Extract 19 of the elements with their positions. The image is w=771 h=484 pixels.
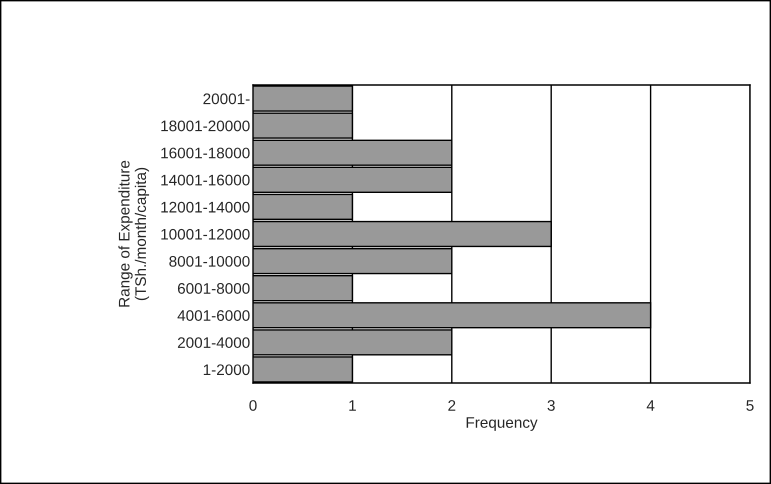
y-tick-label: 8001-10000 (169, 256, 250, 267)
x-tick-label: 3 (548, 400, 555, 411)
x-tick-label: 5 (746, 400, 754, 411)
y-tick-label: 10001-12000 (161, 228, 250, 240)
y-tick-label: 14001-16000 (161, 174, 250, 186)
x-tick-label: 2 (448, 400, 456, 411)
y-tick-label: 6001-8000 (178, 283, 250, 294)
x-tick-label: 0 (249, 400, 257, 411)
x-axis-title: Frequency (466, 417, 538, 431)
y-tick-label: 1-2000 (204, 364, 250, 376)
y-axis-title: Range of Expenditure (TSh./month/capita) (118, 160, 150, 307)
y-tick-label: 12001-14000 (161, 202, 250, 213)
x-tick-label: 1 (349, 400, 356, 411)
y-tick-label: 4001-6000 (178, 310, 250, 321)
x-tick-label: 4 (646, 400, 654, 411)
y-tick-label: 20001- (203, 93, 250, 104)
y-tick-label: 2001-4000 (178, 337, 250, 348)
y-tick-label: 18001-20000 (161, 120, 250, 132)
y-tick-label: 16001-18000 (161, 148, 250, 158)
